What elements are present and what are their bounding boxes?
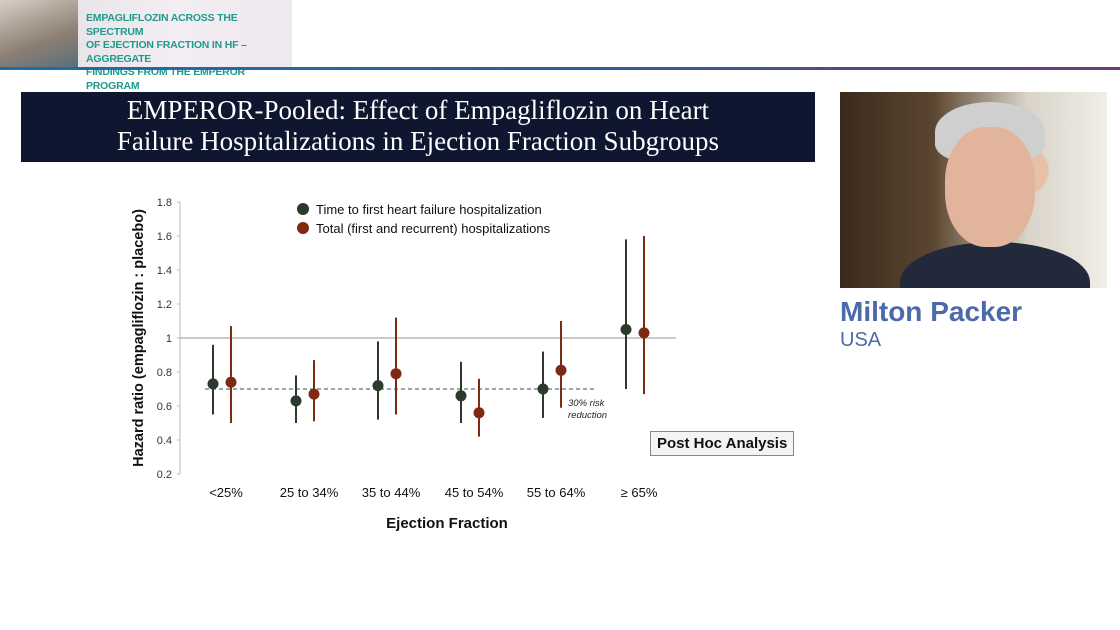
x-axis-label: Ejection Fraction [386, 515, 508, 532]
title-line: EMPEROR-Pooled: Effect of Empagliflozin … [126, 95, 710, 125]
y-tick-label: 0.8 [157, 367, 172, 379]
speaker-country: USA [840, 329, 882, 351]
data-point [308, 388, 320, 400]
data-point [555, 364, 567, 376]
speaker-video [840, 92, 1107, 288]
banner-photo [0, 0, 78, 67]
x-tick-label: 35 to 44% [362, 485, 421, 500]
y-tick-label: 0.4 [157, 435, 172, 447]
legend-label: Time to first heart failure hospitalizat… [316, 202, 542, 217]
y-tick-label: 1.6 [157, 231, 172, 243]
y-axis-label: Hazard ratio (empagliflozin : placebo) [131, 209, 147, 467]
x-tick-label: <25% [209, 485, 243, 500]
x-tick-label: 55 to 64% [527, 485, 586, 500]
data-point [372, 380, 384, 392]
y-tick-label: 1 [166, 333, 172, 345]
y-tick-label: 0.6 [157, 401, 172, 413]
risk-reduction-label: reduction [568, 410, 607, 421]
data-point [390, 368, 402, 380]
header-divider [0, 67, 1120, 70]
y-tick-label: 1.8 [157, 197, 172, 209]
data-point [620, 324, 632, 335]
data-point [473, 407, 485, 419]
legend-marker [297, 203, 309, 215]
x-tick-label: 45 to 54% [445, 485, 504, 500]
data-point [638, 327, 650, 339]
legend-label: Total (first and recurrent) hospitalizat… [316, 221, 551, 236]
data-point [225, 376, 237, 388]
post-hoc-label: Post Hoc Analysis [650, 431, 795, 456]
data-point [455, 390, 467, 402]
risk-reduction-label: 30% risk [568, 398, 606, 409]
data-point [537, 383, 549, 395]
x-tick-label: ≥ 65% [621, 485, 658, 500]
data-point [207, 378, 219, 390]
title-line: Failure Hospitalizations in Ejection Fra… [116, 126, 720, 156]
banner-line: EMPAGLIFLOZIN ACROSS THE SPECTRUM [86, 12, 238, 38]
legend-marker [297, 222, 309, 234]
x-tick-label: 25 to 34% [280, 485, 339, 500]
y-tick-label: 0.2 [157, 469, 172, 481]
y-tick-label: 1.2 [157, 299, 172, 311]
data-point [290, 395, 302, 407]
y-tick-label: 1.4 [157, 265, 172, 277]
slide-title: EMPEROR-Pooled: Effect of Empagliflozin … [21, 92, 815, 162]
speaker-name: Milton Packer [840, 296, 1023, 327]
banner-line: OF EJECTION FRACTION IN HF – AGGREGATE [86, 39, 247, 65]
